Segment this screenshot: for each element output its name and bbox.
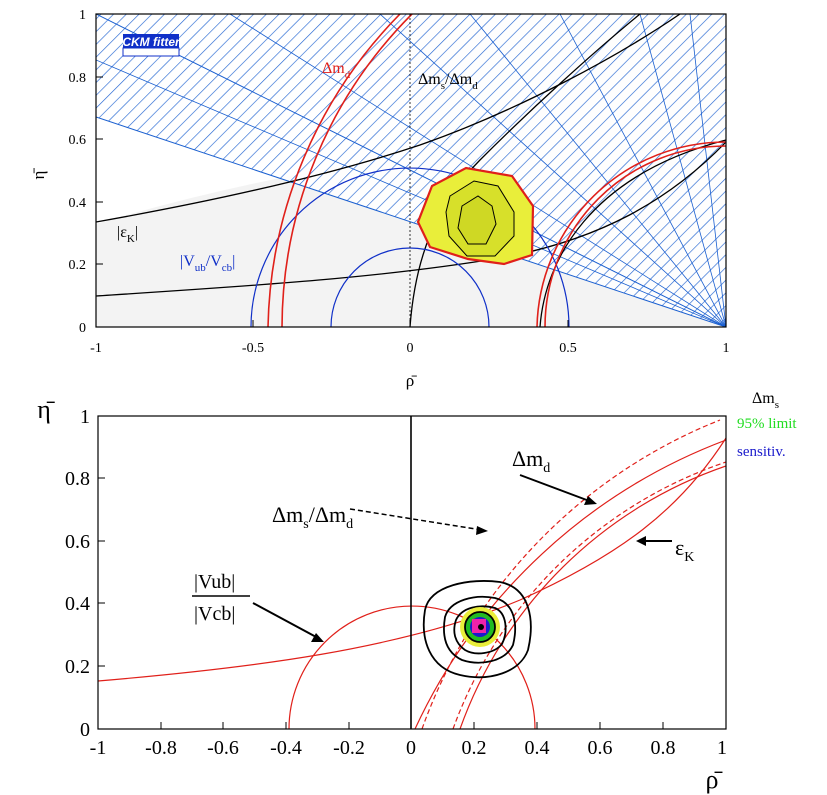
- bottom-ytick-2: 0.4: [65, 593, 90, 615]
- bottom-label-ratio: Δms/Δmd: [272, 502, 353, 532]
- bottom-arrowhead-epsk: [636, 536, 646, 546]
- legend-item-95-limit: 95% limit: [737, 416, 797, 432]
- bottom-fit-contours: [422, 580, 532, 679]
- top-ytick-3: 0.6: [69, 133, 87, 148]
- bottom-label-vub-den: |Vcb|: [194, 603, 235, 625]
- bottom-xtick-8: 0.6: [588, 737, 613, 759]
- bottom-legend: Δms 95% limit sensitiv.: [737, 390, 797, 460]
- bottom-xtick-5: 0: [406, 737, 416, 759]
- bottom-arrow-vub: [252, 602, 319, 639]
- top-tick-marks: [95, 76, 727, 327]
- bottom-arrowhead-vub: [311, 633, 324, 642]
- bottom-label-epsk: εK: [675, 535, 694, 565]
- top-ytick-1: 0.2: [69, 258, 87, 273]
- top-label-ratio: Δms/Δmd: [418, 71, 478, 92]
- top-xtick-4: 1: [723, 341, 730, 356]
- bottom-ytick-0: 0: [80, 719, 90, 741]
- top-ytick-0: 0: [79, 321, 86, 336]
- bottom-panel: -1 -0.8 -0.6 -0.4 -0.2 0 0.2 0.4 0.6 0.8…: [37, 390, 797, 794]
- ckmfitter-logo: CKM fitter: [122, 34, 181, 57]
- bottom-xtick-10: 1: [717, 737, 727, 759]
- bottom-vub-circle: [288, 605, 536, 729]
- bottom-plot-frame: [97, 415, 727, 730]
- top-ytick-2: 0.4: [69, 196, 87, 211]
- bottom-label-vub-num: |Vub|: [194, 571, 235, 593]
- bottom-dmd-circle-inner: [459, 465, 726, 729]
- bottom-ytick-3: 0.6: [65, 531, 90, 553]
- bottom-xtick-6: 0.2: [462, 737, 487, 759]
- top-ylabel: η̄: [29, 168, 48, 180]
- bottom-ytick-1: 0.2: [65, 656, 90, 678]
- bottom-tick-marks: [98, 477, 664, 729]
- bottom-ytick-4: 0.8: [65, 468, 90, 490]
- top-label-dmd: Δmd: [322, 60, 351, 81]
- bottom-xtick-4: -0.2: [333, 737, 365, 759]
- bottom-arrowhead-dmd: [584, 496, 597, 505]
- bottom-ytick-5: 1: [80, 406, 90, 428]
- bottom-xtick-9: 0.8: [651, 737, 676, 759]
- bottom-ylabel: η̄: [37, 395, 55, 424]
- top-ytick-4: 0.8: [69, 71, 87, 86]
- bottom-dmd-circle-outer: [414, 439, 726, 729]
- bottom-arrowhead-ratio: [476, 526, 488, 535]
- top-xtick-3: 0.5: [559, 341, 577, 356]
- top-plot-frame: [95, 13, 727, 328]
- top-label-vub: |Vub/Vcb|: [180, 253, 235, 274]
- bottom-xtick-1: -0.8: [145, 737, 177, 759]
- top-fit-region: [416, 166, 535, 266]
- top-xtick-1: -0.5: [242, 341, 264, 356]
- bottom-label-dmd: Δmd: [512, 446, 550, 476]
- top-hatched-wedge: [96, 14, 726, 327]
- top-xlabel: ρ̄: [406, 371, 417, 390]
- legend-title: Δms: [752, 390, 779, 411]
- top-ytick-5: 1: [79, 8, 86, 23]
- bottom-dms-dashed-2: [452, 461, 726, 729]
- top-xtick-2: 0: [407, 341, 414, 356]
- bottom-fit-core: [460, 607, 500, 647]
- bottom-xlabel: ρ̄: [706, 765, 723, 794]
- bottom-arrow-dmd: [519, 474, 593, 503]
- bottom-epsk-curve: [98, 437, 726, 682]
- top-label-epsk: |εK|: [117, 224, 138, 245]
- top-xtick-0: -1: [90, 341, 102, 356]
- bottom-dms-dashed-1: [421, 419, 721, 729]
- bottom-xtick-0: -1: [90, 737, 107, 759]
- top-dmd-circles: [267, 14, 726, 327]
- ckmfitter-logo-text: CKM fitter: [122, 35, 181, 49]
- bottom-xtick-3: -0.4: [270, 737, 302, 759]
- bottom-xtick-7: 0.4: [525, 737, 550, 759]
- bottom-arrow-ratio: [349, 508, 483, 531]
- legend-item-sensitivity: sensitiv.: [737, 444, 786, 460]
- top-panel: -1 -0.5 0 0.5 1 0 0.2 0.4 0.6 0.8 1 ρ̄ η…: [29, 8, 730, 390]
- bottom-xtick-2: -0.6: [207, 737, 239, 759]
